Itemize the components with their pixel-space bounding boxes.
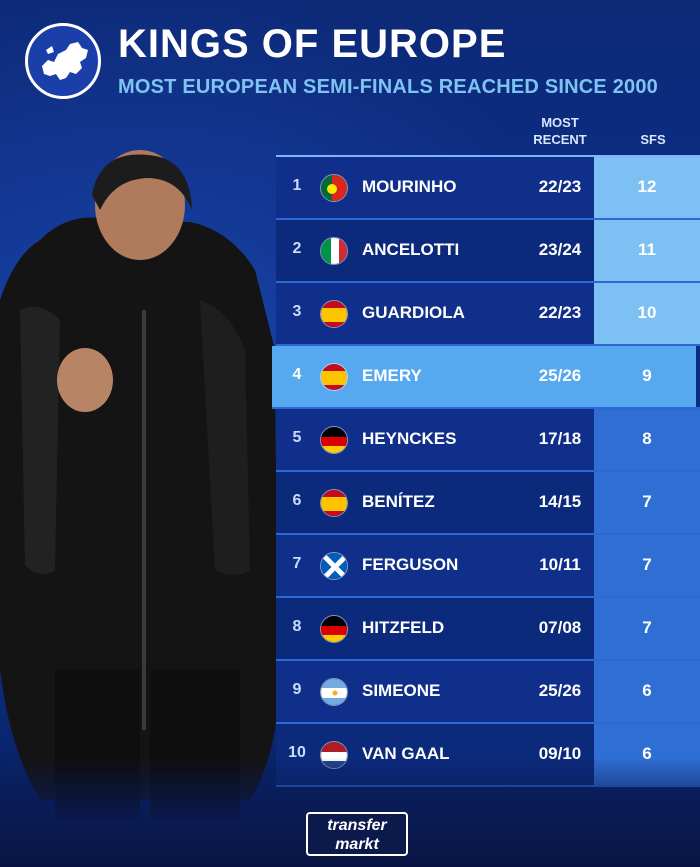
table-row: 2 ANCELOTTI 23/24 11 (276, 220, 700, 283)
column-header-most-recent-line2: RECENT (533, 132, 587, 147)
table-row: 3 GUARDIOLA 22/23 10 (276, 283, 700, 346)
most-recent: 23/24 (538, 240, 582, 259)
column-header-most-recent-line1: MOST (541, 115, 579, 130)
sfs-count: 11 (638, 240, 656, 259)
rank: 9 (292, 681, 302, 698)
sfs-count: 6 (642, 744, 652, 763)
most-recent: 22/23 (538, 177, 582, 196)
most-recent: 25/26 (538, 366, 582, 385)
manager-name: SIMEONE (362, 681, 441, 700)
manager-name: HITZFELD (362, 618, 445, 637)
most-recent: 25/26 (538, 681, 582, 700)
manager-name: EMERY (362, 366, 422, 385)
rank: 7 (292, 555, 302, 572)
sfs-count: 9 (642, 366, 652, 385)
rank: 6 (292, 492, 302, 509)
column-header-most-recent: MOST RECENT (520, 114, 600, 148)
most-recent: 14/15 (538, 492, 582, 511)
manager-name: HEYNCKES (362, 429, 457, 448)
rank: 8 (292, 618, 302, 635)
spain-flag-icon (320, 489, 348, 517)
rank: 3 (292, 303, 302, 320)
sfs-count: 8 (642, 429, 652, 448)
table-row: 7 FERGUSON 10/11 7 (276, 535, 700, 598)
manager-name: BENÍTEZ (362, 492, 435, 511)
column-header-sfs: SFS (640, 132, 666, 147)
sfs-count: 7 (642, 555, 652, 574)
most-recent: 07/08 (538, 618, 582, 637)
table-row-highlighted: 4 EMERY 25/26 9 (272, 346, 700, 409)
table-row: 9 SIMEONE 25/26 6 (276, 661, 700, 724)
page-subtitle: MOST EUROPEAN SEMI-FINALS REACHED SINCE … (118, 76, 658, 98)
most-recent: 10/11 (539, 555, 581, 574)
rank: 5 (292, 429, 302, 446)
europe-map-logo (25, 23, 101, 99)
argentina-flag-icon (320, 678, 348, 706)
rank: 2 (292, 240, 302, 257)
brand-line2: markt (335, 836, 379, 853)
spain-flag-icon (320, 363, 348, 391)
italy-flag-icon (320, 237, 348, 265)
rankings-table: 1 MOURINHO 22/23 12 2 ANCELOTTI 23/24 11… (272, 155, 700, 789)
sfs-count: 12 (637, 177, 657, 196)
germany-flag-icon (320, 615, 348, 643)
sfs-count: 10 (637, 303, 657, 322)
manager-name: FERGUSON (362, 555, 459, 574)
table-row: 6 BENÍTEZ 14/15 7 (276, 472, 700, 535)
rank: 10 (288, 744, 306, 761)
page-title: KINGS OF EUROPE (118, 22, 507, 66)
rank: 1 (292, 177, 302, 194)
europe-map-icon (42, 42, 88, 80)
scotland-flag-icon (320, 552, 348, 580)
rank: 4 (292, 366, 302, 383)
table-row: 1 MOURINHO 22/23 12 (276, 157, 700, 220)
portugal-flag-icon (320, 174, 348, 202)
manager-name: GUARDIOLA (362, 303, 465, 322)
manager-name: MOURINHO (362, 177, 457, 196)
table-row: 8 HITZFELD 07/08 7 (276, 598, 700, 661)
manager-name: ANCELOTTI (362, 240, 460, 259)
most-recent: 17/18 (538, 429, 582, 448)
sfs-count: 7 (642, 492, 652, 511)
sfs-count: 7 (642, 618, 652, 637)
table-row: 5 HEYNCKES 17/18 8 (276, 409, 700, 472)
transfermarkt-logo: transfer markt (306, 812, 408, 856)
sfs-count: 6 (642, 681, 652, 700)
germany-flag-icon (320, 426, 348, 454)
spain-flag-icon (320, 300, 348, 328)
most-recent: 22/23 (538, 303, 582, 322)
brand-line1: transfer (327, 817, 387, 834)
